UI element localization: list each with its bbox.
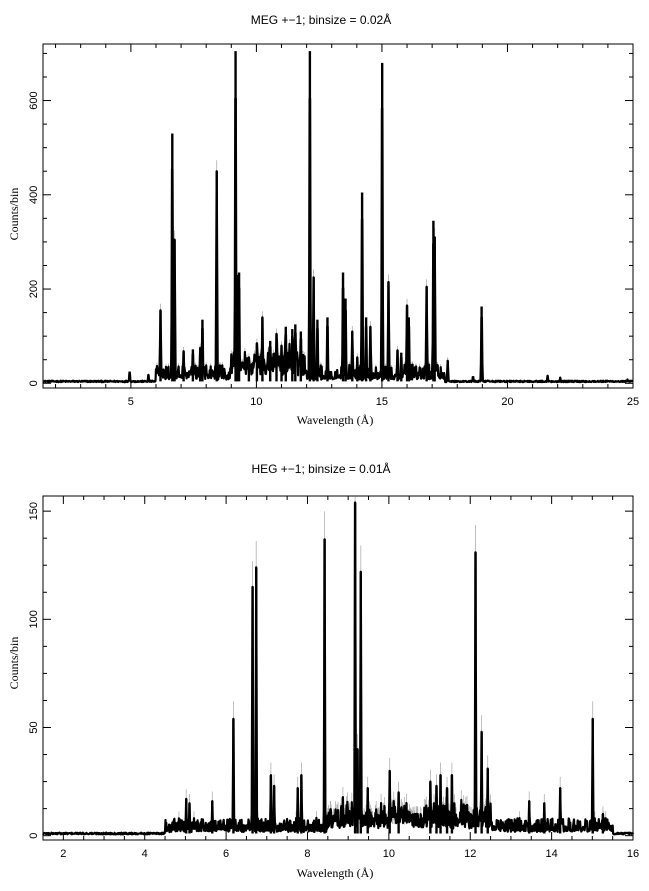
plot-frame xyxy=(42,43,634,389)
x-tick-label: 2 xyxy=(60,848,66,860)
y-tick-label: 0 xyxy=(28,833,40,839)
heg-spectrum-chart: HEG +−1; binsize = 0.01Å Wavelength (Å) … xyxy=(7,461,639,880)
x-tick-label: 4 xyxy=(142,848,148,860)
x-tick-label: 12 xyxy=(464,848,476,860)
y-axis-label: Counts/bin xyxy=(7,637,21,690)
y-tick-label: 600 xyxy=(28,91,40,109)
spectrum-line xyxy=(42,501,635,836)
y-tick-label: 200 xyxy=(28,280,40,298)
x-tick-label: 8 xyxy=(304,848,310,860)
x-tick-label: 5 xyxy=(128,396,134,408)
chart-title: MEG +−1; binsize = 0.02Å xyxy=(251,12,391,27)
plot-frame xyxy=(42,495,634,841)
meg-spectrum-chart: MEG +−1; binsize = 0.02Å Wavelength (Å) … xyxy=(7,12,639,427)
y-tick-label: 0 xyxy=(28,380,40,386)
y-tick-label: 50 xyxy=(28,721,40,733)
x-tick-label: 10 xyxy=(250,396,262,408)
error-bars xyxy=(178,497,607,826)
x-tick-label: 14 xyxy=(545,848,557,860)
x-tick-label: 10 xyxy=(383,848,395,860)
meg-spectrum-panel: MEG +−1; binsize = 0.02Å Wavelength (Å) … xyxy=(0,0,649,445)
chart-title: HEG +−1; binsize = 0.01Å xyxy=(251,461,390,476)
y-tick-label: 100 xyxy=(28,610,40,628)
x-axis-label: Wavelength (Å) xyxy=(297,413,374,427)
x-axis-label: Wavelength (Å) xyxy=(297,866,374,880)
y-tick-label: 150 xyxy=(28,502,40,520)
x-tick-label: 16 xyxy=(627,848,639,860)
x-tick-label: 15 xyxy=(376,396,388,408)
x-tick-label: 25 xyxy=(627,396,639,408)
spectrum-line xyxy=(42,97,634,384)
x-tick-label: 20 xyxy=(501,396,513,408)
y-tick-label: 400 xyxy=(28,186,40,204)
x-tick-label: 6 xyxy=(223,848,229,860)
heg-spectrum-panel: HEG +−1; binsize = 0.01Å Wavelength (Å) … xyxy=(0,445,649,891)
y-axis-label: Counts/bin xyxy=(7,188,21,241)
